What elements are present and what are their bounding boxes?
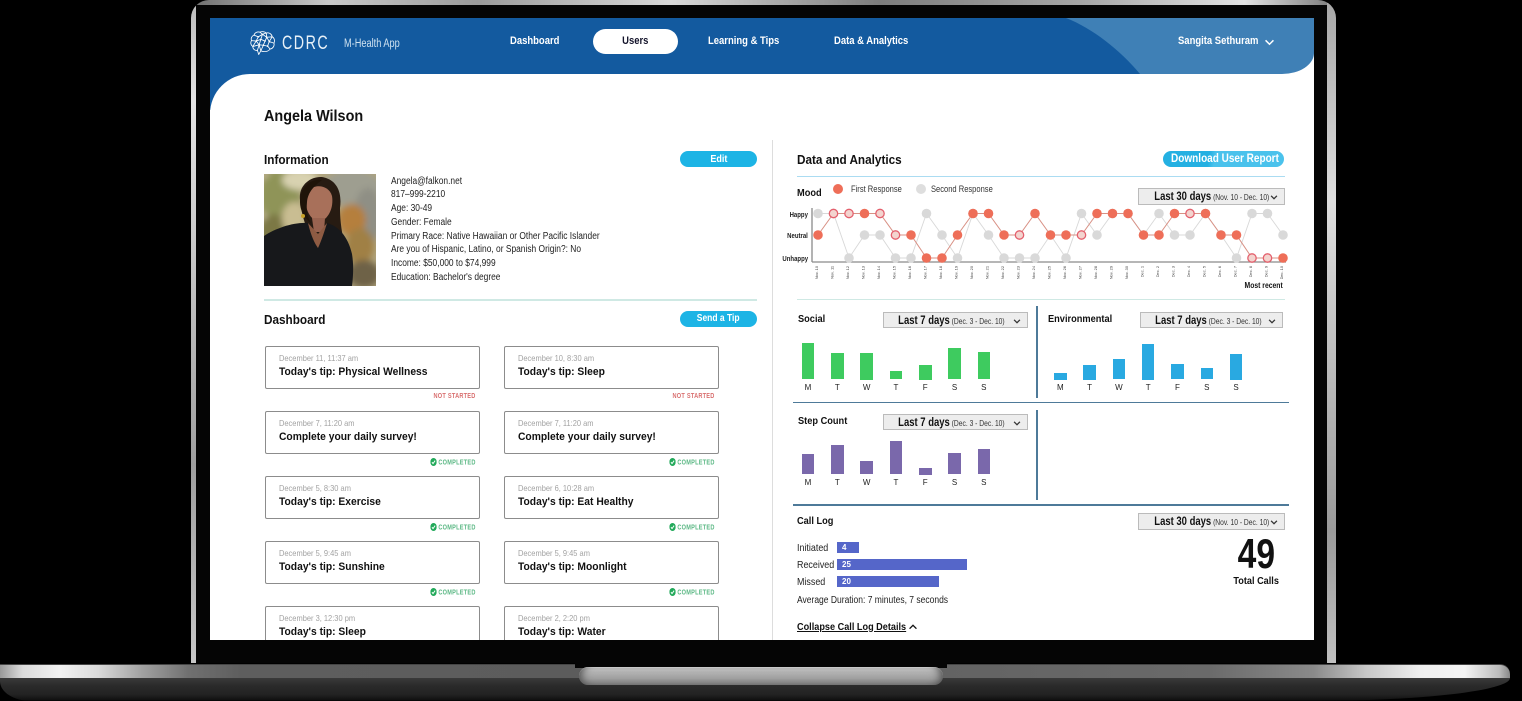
svg-text:Nov. 14: Nov. 14 — [876, 265, 881, 279]
svg-text:Nov. 30: Nov. 30 — [1124, 265, 1129, 279]
svg-text:Nov. 28: Nov. 28 — [1093, 266, 1098, 279]
svg-text:Dec. 10: Dec. 10 — [1279, 265, 1284, 279]
svg-text:Nov. 16: Nov. 16 — [907, 266, 912, 279]
svg-text:Dec. 3: Dec. 3 — [1171, 266, 1176, 277]
svg-text:Nov. 24: Nov. 24 — [1031, 265, 1036, 279]
svg-text:Dec. 2: Dec. 2 — [1155, 266, 1160, 277]
svg-text:Dec. 7: Dec. 7 — [1233, 266, 1238, 277]
svg-text:Nov. 21: Nov. 21 — [985, 266, 990, 279]
svg-text:Dec. 6: Dec. 6 — [1217, 266, 1222, 277]
svg-text:Dec. 5: Dec. 5 — [1202, 266, 1207, 277]
svg-text:Nov. 25: Nov. 25 — [1047, 266, 1052, 279]
svg-text:Nov. 23: Nov. 23 — [1016, 266, 1021, 279]
svg-text:Dec. 1: Dec. 1 — [1140, 266, 1145, 277]
svg-text:Dec. 8: Dec. 8 — [1248, 266, 1253, 277]
svg-text:Nov. 12: Nov. 12 — [845, 266, 850, 279]
svg-text:Nov. 17: Nov. 17 — [923, 266, 928, 279]
svg-text:Nov. 27: Nov. 27 — [1078, 266, 1083, 279]
svg-text:Nov. 22: Nov. 22 — [1000, 266, 1005, 279]
svg-text:Nov. 13: Nov. 13 — [861, 266, 866, 279]
svg-text:Nov. 15: Nov. 15 — [892, 266, 897, 279]
svg-text:Nov. 18: Nov. 18 — [938, 266, 943, 279]
svg-text:Nov. 29: Nov. 29 — [1109, 266, 1114, 279]
svg-text:Dec. 9: Dec. 9 — [1264, 266, 1269, 277]
svg-text:Nov. 20: Nov. 20 — [969, 265, 974, 279]
svg-text:Dec. 4: Dec. 4 — [1186, 265, 1191, 277]
svg-text:Nov. 26: Nov. 26 — [1062, 266, 1067, 279]
svg-text:Nov. 10: Nov. 10 — [814, 265, 819, 279]
svg-text:Nov. 19: Nov. 19 — [954, 266, 959, 279]
svg-text:Nov. 11: Nov. 11 — [830, 266, 835, 279]
